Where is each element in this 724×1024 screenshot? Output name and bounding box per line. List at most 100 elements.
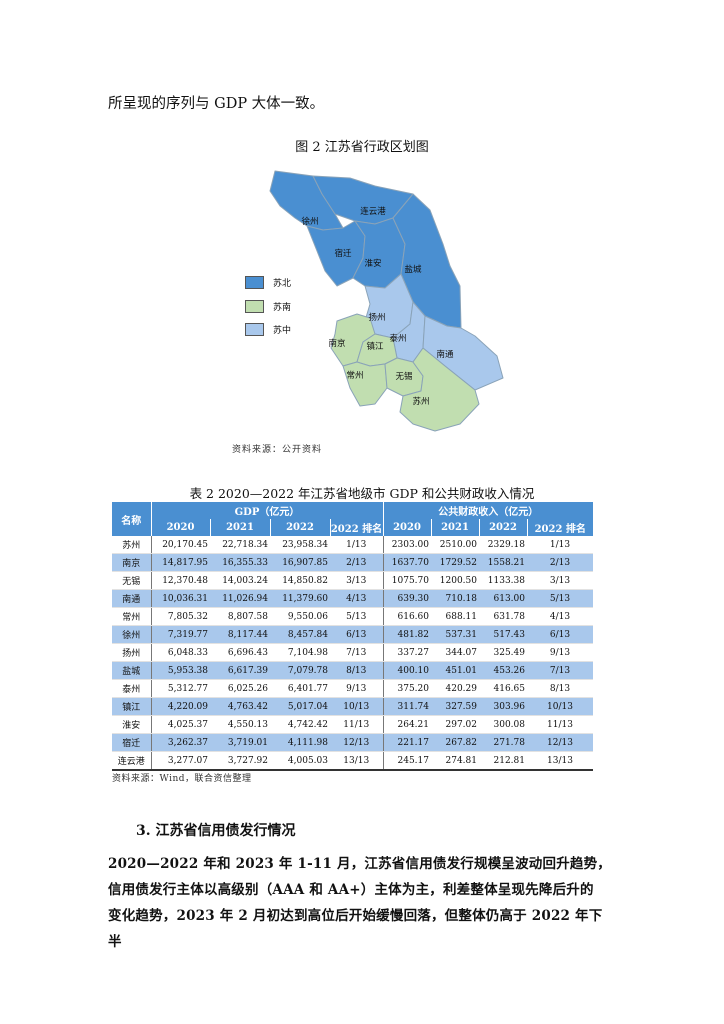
intro-text: 所呈现的序列与 GDP 大体一致。 [108, 96, 325, 112]
table-cell: 6/13 [330, 625, 384, 644]
table-cell: 639.30 [383, 589, 431, 608]
table-row: 淮安 4,025.37 4,550.13 4,742.42 11/13 264.21 297… [112, 715, 593, 734]
table-cell: 20,170.45 [151, 536, 210, 554]
col-header-revenue: 公共财政收入（亿元） [383, 502, 593, 519]
table-cell: 631.78 [479, 607, 527, 626]
map-source-note: 资料来源：公开资料 [232, 445, 323, 455]
table-cell: 303.96 [479, 697, 527, 716]
city-name-cell: 南通 [112, 589, 152, 608]
table-cell: 14,817.95 [151, 553, 210, 572]
table-cell: 3,719.01 [210, 733, 270, 752]
table-cell: 2510.00 [431, 536, 479, 554]
table-cell: 7/13 [330, 643, 384, 662]
table-cell: 6,048.33 [151, 643, 210, 662]
gdp-revenue-table: 名称 GDP（亿元） 公共财政收入（亿元） 2020 2021 2022 202… [112, 502, 593, 771]
city-name-cell: 常州 [112, 607, 152, 626]
table-cell: 1133.38 [479, 571, 527, 590]
table-cell: 16,907.85 [270, 553, 330, 572]
table-cell: 453.26 [479, 661, 527, 680]
body-paragraph: 2020—2022 年和 2023 年 1-11 月，江苏省信用债发行规模呈波动… [108, 851, 616, 955]
table-row: 南京 14,817.95 16,355.33 16,907.85 2/13 1637.70… [112, 553, 593, 572]
table-cell: 6/13 [527, 625, 593, 644]
table-cell: 2303.00 [383, 536, 431, 554]
legend-item-subei: 苏北 [245, 276, 291, 289]
region-suzhou [399, 347, 480, 432]
table-cell: 6,617.39 [210, 661, 270, 680]
table-cell: 12,370.48 [151, 571, 210, 590]
table-cell: 4,742.42 [270, 715, 330, 734]
table-cell: 9,550.06 [270, 607, 330, 626]
table-cell: 297.02 [431, 715, 479, 734]
col-header-gdp: GDP（亿元） [151, 502, 384, 519]
legend-swatch [245, 300, 264, 313]
table-row: 扬州 6,048.33 6,696.43 7,104.98 7/13 337.27 344.… [112, 643, 593, 662]
region-changzhou [342, 361, 388, 407]
table-cell: 1/13 [527, 536, 593, 554]
table-cell: 1/13 [330, 536, 384, 554]
legend-label: 苏北 [273, 279, 292, 289]
table-cell: 7,319.77 [151, 625, 210, 644]
city-label-wuxi: 无锡 [395, 372, 413, 382]
table-cell: 325.49 [479, 643, 527, 662]
city-name-cell: 淮安 [112, 715, 152, 734]
table-cell: 245.17 [383, 751, 431, 771]
table-cell: 3,277.07 [151, 751, 210, 771]
table-cell: 221.17 [383, 733, 431, 752]
table-cell: 11,379.60 [270, 589, 330, 608]
table-cell: 3/13 [527, 571, 593, 590]
table-cell: 7,805.32 [151, 607, 210, 626]
table-cell: 3/13 [330, 571, 384, 590]
table-cell: 4,005.03 [270, 751, 330, 771]
table-cell: 2/13 [527, 553, 593, 572]
table-cell: 8/13 [527, 679, 593, 698]
table-cell: 22,718.34 [210, 536, 270, 554]
table-cell: 9/13 [330, 679, 384, 698]
table-row: 镇江 4,220.09 4,763.42 5,017.04 10/13 311.74 327… [112, 697, 593, 716]
table-cell: 7,079.78 [270, 661, 330, 680]
table-cell: 212.81 [479, 751, 527, 771]
table-cell: 4,111.98 [270, 733, 330, 752]
table-cell: 3,262.37 [151, 733, 210, 752]
city-label-taizhou: 泰州 [389, 333, 406, 344]
city-label-nanjing: 南京 [328, 338, 345, 349]
table-cell: 8,457.84 [270, 625, 330, 644]
city-name-cell: 盐城 [112, 661, 152, 680]
table-cell: 12/13 [330, 733, 384, 752]
paragraph-line: 变化趋势，2023 年 2 月初达到高位后开始缓慢回落，但整体仍高于 2022 … [108, 908, 603, 950]
table-cell: 8,807.58 [210, 607, 270, 626]
table-cell: 4,550.13 [210, 715, 270, 734]
table-source-note: 资料来源：Wind，联合资信整理 [112, 774, 252, 784]
city-label-huaian: 淮安 [364, 258, 381, 269]
table-cell: 3,727.92 [210, 751, 270, 771]
table-cell: 2/13 [330, 553, 384, 572]
table-row: 常州 7,805.32 8,807.58 9,550.06 5/13 616.60 688.… [112, 607, 593, 626]
table-cell: 12/13 [527, 733, 593, 752]
table-cell: 9/13 [527, 643, 593, 662]
figure-title: 图 2 江苏省行政区划图 [295, 140, 429, 155]
table-cell: 4/13 [527, 607, 593, 626]
legend-label: 苏南 [273, 303, 292, 313]
table-row: 苏州 20,170.45 22,718.34 23,958.34 1/13 2303.00… [112, 536, 593, 554]
table-cell: 710.18 [431, 589, 479, 608]
table-cell: 6,025.26 [210, 679, 270, 698]
city-label-suzhou: 苏州 [412, 396, 429, 407]
table-cell: 7/13 [527, 661, 593, 680]
table-cell: 23,958.34 [270, 536, 330, 554]
table-cell: 337.27 [383, 643, 431, 662]
city-name-cell: 扬州 [112, 643, 152, 662]
table-cell: 14,003.24 [210, 571, 270, 590]
legend-item-suzhong: 苏中 [245, 323, 291, 336]
city-name-cell: 无锡 [112, 571, 152, 590]
table-row: 无锡 12,370.48 14,003.24 14,850.82 3/13 1075.70… [112, 571, 593, 590]
table-cell: 5,017.04 [270, 697, 330, 716]
table-cell: 4/13 [330, 589, 384, 608]
table-cell: 1075.70 [383, 571, 431, 590]
table-cell: 267.82 [431, 733, 479, 752]
table-cell: 10/13 [330, 697, 384, 716]
city-name-cell: 南京 [112, 553, 152, 572]
city-label-nantong: 南通 [436, 349, 454, 360]
city-label-suqian: 宿迁 [334, 248, 352, 259]
subheader-rev-2021: 2021 [431, 519, 480, 536]
table-cell: 5/13 [330, 607, 384, 626]
table-cell: 10/13 [527, 697, 593, 716]
